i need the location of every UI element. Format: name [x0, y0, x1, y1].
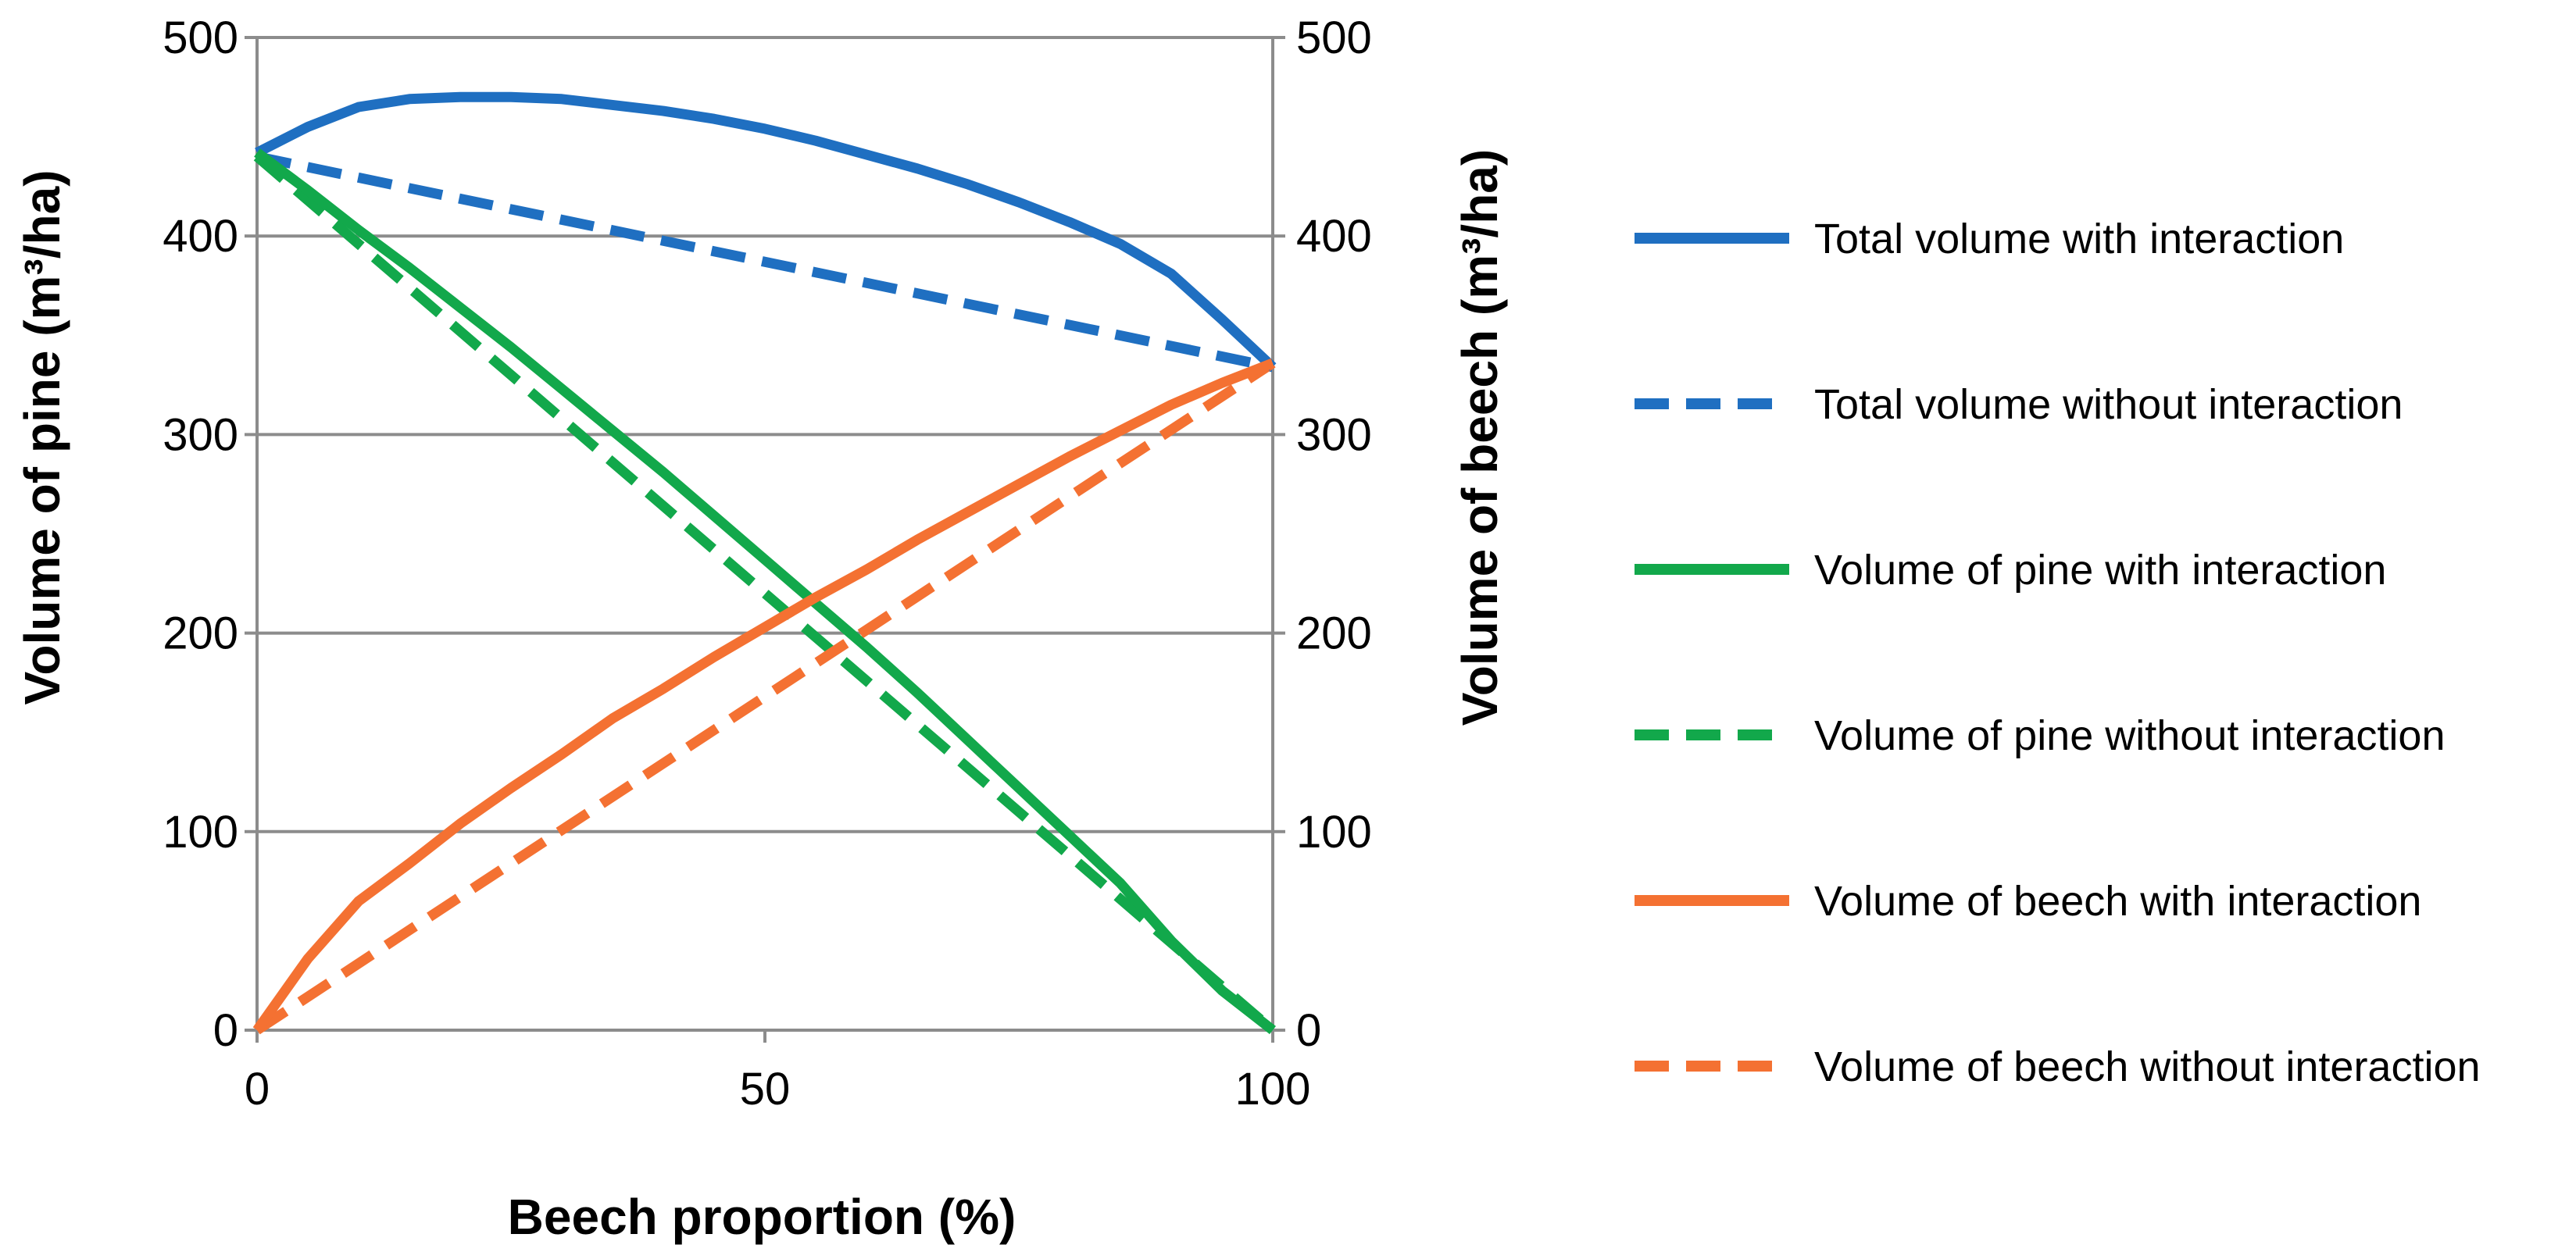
x-tick-100: 100: [1235, 1064, 1311, 1115]
left-y-tick-labels: 0 100 200 300 400 500: [163, 12, 238, 1056]
left-y-tick-200: 200: [163, 608, 238, 659]
right-y-tick-labels: 0 100 200 300 400 500: [1296, 12, 1372, 1056]
series-line-volume-of-pine-with-interaction: [254, 148, 1277, 1035]
x-tick-50: 50: [740, 1064, 791, 1115]
right-y-tick-100: 100: [1296, 807, 1372, 858]
right-y-tick-300: 300: [1296, 409, 1372, 460]
right-y-axis-title: Volume of beech (m³/ha): [1452, 149, 1508, 726]
plot-frame: [245, 36, 1285, 1043]
left-y-tick-300: 300: [163, 409, 238, 460]
x-axis-title: Beech proportion (%): [508, 1189, 1016, 1245]
left-y-axis-title: Volume of pine (m³/ha): [14, 169, 70, 704]
legend-label-volume-of-pine-with-interaction: Volume of pine with interaction: [1814, 547, 2386, 594]
right-y-tick-400: 400: [1296, 211, 1372, 262]
legend: Total volume with interaction Total volum…: [1635, 216, 2481, 1090]
x-tick-labels: 0 50 100: [245, 1064, 1311, 1115]
left-y-tick-100: 100: [163, 807, 238, 858]
legend-label-total-volume-with-interaction: Total volume with interaction: [1814, 216, 2344, 262]
series-line-total-volume-without-interaction: [255, 152, 1274, 373]
legend-label-volume-of-beech-with-interaction: Volume of beech with interaction: [1814, 878, 2421, 925]
left-y-tick-400: 400: [163, 211, 238, 262]
right-y-tick-0: 0: [1296, 1005, 1321, 1056]
x-tick-0: 0: [245, 1064, 270, 1115]
series-lines: [252, 91, 1277, 1035]
series-line-volume-of-pine-without-interaction: [253, 152, 1277, 1034]
series-line-volume-of-beech-without-interaction: [254, 358, 1276, 1035]
series-line-total-volume-with-interaction: [255, 91, 1277, 371]
right-y-tick-500: 500: [1296, 12, 1372, 63]
legend-label-volume-of-beech-without-interaction: Volume of beech without interaction: [1814, 1043, 2481, 1090]
legend-label-total-volume-without-interaction: Total volume without interaction: [1814, 381, 2403, 428]
left-y-tick-500: 500: [163, 12, 238, 63]
series-line-volume-of-beech-with-interaction: [252, 358, 1275, 1033]
right-y-tick-200: 200: [1296, 608, 1372, 659]
legend-label-volume-of-pine-without-interaction: Volume of pine without interaction: [1814, 712, 2446, 759]
left-y-tick-0: 0: [213, 1005, 238, 1056]
